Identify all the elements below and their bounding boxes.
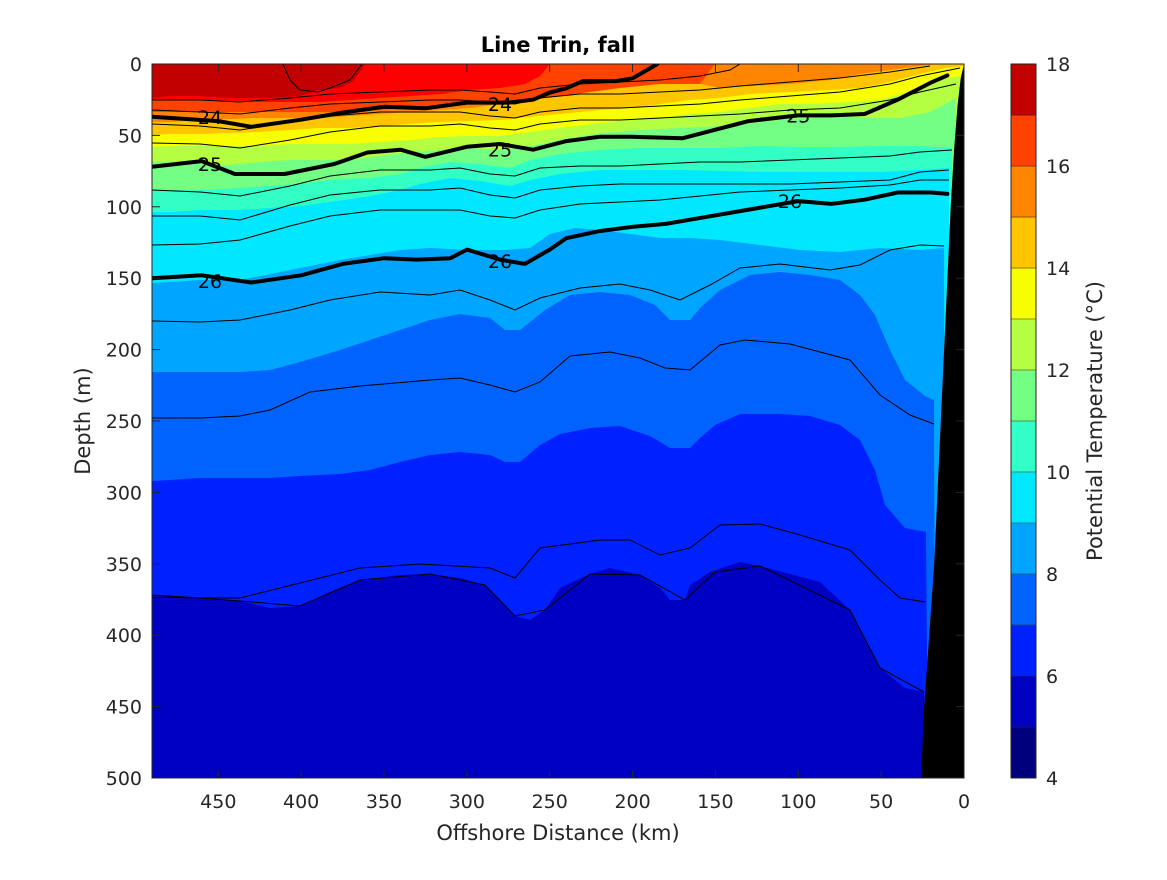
colorbar-swatch	[1011, 676, 1036, 728]
x-tick-label: 200	[614, 791, 650, 813]
colorbar-tick-label: 10	[1046, 462, 1070, 484]
y-tick-label: 0	[130, 54, 142, 76]
x-tick-label: 50	[869, 791, 893, 813]
y-tick-label: 450	[106, 697, 142, 719]
y-tick-label: 350	[106, 554, 142, 576]
colorbar-tick-label: 4	[1046, 768, 1058, 790]
y-tick-label: 150	[106, 268, 142, 290]
temp-band-9-10	[152, 64, 964, 778]
temperature-contour-line	[152, 244, 945, 323]
x-axis-label: Offshore Distance (km)	[436, 821, 679, 845]
colorbar-swatch	[1011, 523, 1036, 575]
temp-band-13-14	[152, 64, 964, 778]
colorbar-ticks: 4 6 8 10 12 14 16 18	[1046, 54, 1070, 790]
bathymetry-fill	[920, 64, 964, 778]
y-tick-label: 100	[106, 197, 142, 219]
colorbar-swatch	[1011, 370, 1036, 422]
colorbar-tick-label: 16	[1046, 156, 1070, 178]
y-tick-label: 50	[118, 125, 142, 147]
colorbar-swatch	[1011, 268, 1036, 320]
x-tick-label: 100	[780, 791, 816, 813]
y-axis-label: Depth (m)	[71, 367, 95, 474]
x-tick-label: 150	[697, 791, 733, 813]
x-tick-label: 300	[449, 791, 485, 813]
temperature-contour-lines	[152, 64, 961, 693]
colorbar-swatch	[1011, 64, 1036, 116]
colorbar-tick-label: 18	[1046, 54, 1070, 76]
temperature-contour-line	[152, 149, 953, 197]
colorbar-tick-label: 8	[1046, 564, 1058, 586]
contour-labels: 24 24 25 25 25 26 26 26	[198, 94, 810, 293]
x-tick-label: 450	[200, 791, 236, 813]
x-tick-label: 0	[958, 791, 970, 813]
density-contour-25	[152, 73, 950, 176]
density-contour-26	[152, 190, 950, 285]
colorbar-swatch	[1011, 574, 1036, 626]
colorbar-swatch	[1011, 472, 1036, 524]
contour-label: 26	[778, 191, 802, 213]
contour-label: 26	[488, 251, 512, 273]
temperature-contour-line	[152, 179, 949, 246]
contour-label: 25	[198, 154, 222, 176]
temperature-contour-line	[152, 169, 950, 221]
chart-title: Line Trin, fall	[481, 33, 636, 57]
y-axis-ticks: 0 50 100 150 200 250 300 350 400 450 500	[106, 54, 964, 790]
temperature-contour-line	[152, 523, 927, 603]
y-tick-label: 400	[106, 625, 142, 647]
density-contour-24	[152, 64, 660, 129]
colorbar-swatch	[1011, 625, 1036, 677]
x-tick-label: 350	[366, 791, 402, 813]
temperature-contour-line	[282, 64, 363, 93]
colorbar-tick-label: 14	[1046, 258, 1070, 280]
contour-label: 25	[786, 105, 810, 127]
temperature-contour-line	[152, 83, 957, 149]
colorbar-swatch	[1011, 166, 1036, 218]
colorbar	[1011, 63, 1036, 779]
temperature-contour-line	[152, 339, 935, 425]
temperature-contour-line	[152, 64, 741, 103]
y-tick-label: 200	[106, 340, 142, 362]
colorbar-swatch	[1011, 319, 1036, 371]
contour-label: 24	[198, 107, 222, 129]
y-tick-label: 500	[106, 768, 142, 790]
plot-area: 24 24 25 25 25 26 26 26	[152, 64, 964, 778]
x-axis-ticks: 450 400 350 300 250 200 150 100 50 0	[200, 64, 970, 813]
colorbar-swatch	[1011, 217, 1036, 269]
temp-band-warmest	[152, 64, 365, 98]
y-tick-label: 250	[106, 411, 142, 433]
colorbar-label: Potential Temperature (°C)	[1083, 281, 1107, 561]
density-contours	[152, 64, 950, 285]
colorbar-swatch	[1011, 421, 1036, 473]
contour-label: 24	[488, 94, 512, 116]
colorbar-swatch	[1011, 727, 1036, 779]
colorbar-swatch	[1011, 115, 1036, 167]
contour-label: 26	[198, 271, 222, 293]
temperature-contour-line	[152, 565, 925, 693]
colorbar-box	[1010, 63, 1037, 779]
x-tick-label: 400	[283, 791, 319, 813]
x-tick-label: 250	[532, 791, 568, 813]
colorbar-tick-label: 6	[1046, 666, 1058, 688]
contour-label: 25	[488, 140, 512, 162]
colorbar-tick-label: 12	[1046, 360, 1070, 382]
y-tick-label: 300	[106, 482, 142, 504]
